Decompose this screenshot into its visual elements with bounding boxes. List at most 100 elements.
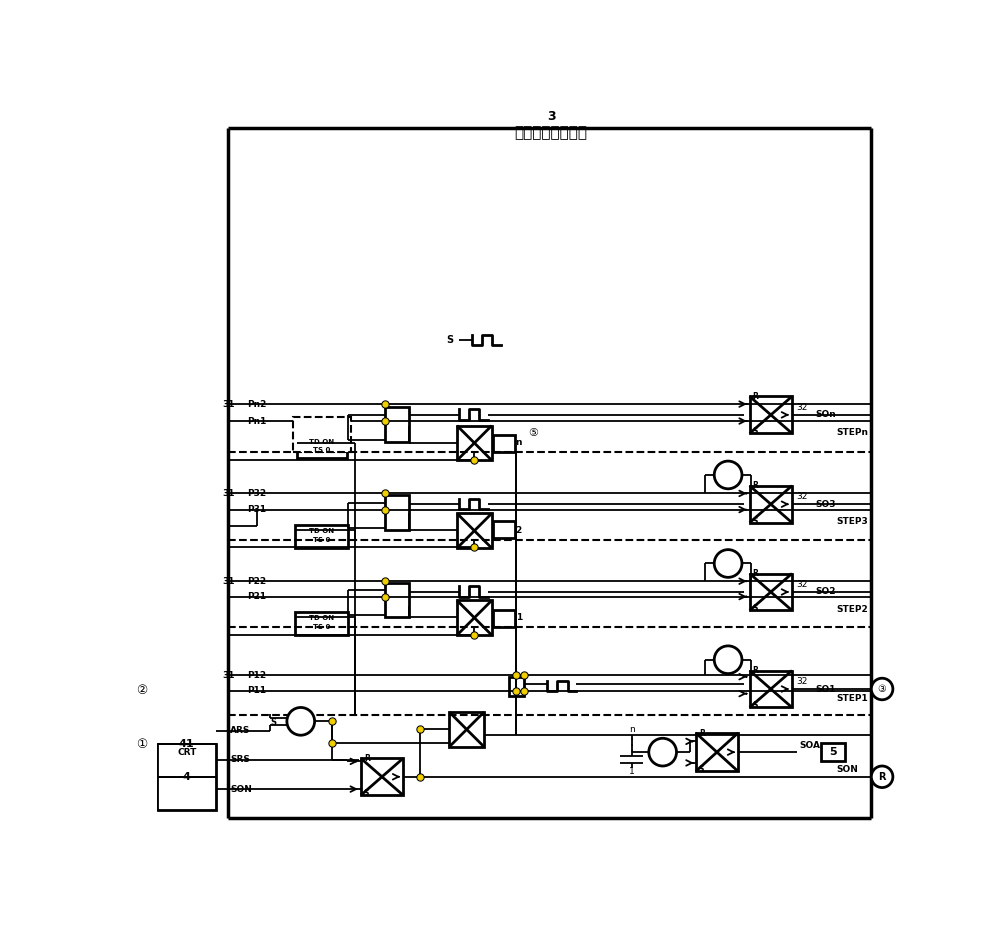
Text: 5: 5 xyxy=(829,747,837,757)
Circle shape xyxy=(871,678,893,700)
Text: P31: P31 xyxy=(247,505,266,514)
Text: TD ON: TD ON xyxy=(309,439,334,445)
Text: 32: 32 xyxy=(796,579,807,589)
Text: TS 0: TS 0 xyxy=(313,447,330,453)
Text: ·: · xyxy=(630,733,634,747)
Text: 32: 32 xyxy=(796,402,807,412)
Bar xyxy=(750,397,792,433)
Text: S: S xyxy=(446,335,453,345)
Text: SO1: SO1 xyxy=(815,685,836,693)
Text: S: S xyxy=(753,605,758,613)
Text: SON: SON xyxy=(230,785,252,793)
Text: STEPn: STEPn xyxy=(836,428,868,437)
Text: S: S xyxy=(699,765,704,774)
Bar xyxy=(385,407,409,442)
Text: R: R xyxy=(878,771,886,782)
Bar xyxy=(385,495,409,529)
Text: SON: SON xyxy=(836,765,858,773)
Text: 2: 2 xyxy=(516,526,522,535)
Text: SOn: SOn xyxy=(815,411,836,419)
Text: 32: 32 xyxy=(796,492,807,501)
Text: n: n xyxy=(629,724,635,734)
Bar xyxy=(158,744,216,777)
Bar xyxy=(449,712,484,747)
Text: TS 0: TS 0 xyxy=(313,624,330,630)
Text: ARS: ARS xyxy=(230,726,250,735)
Text: P21: P21 xyxy=(247,593,266,601)
Bar xyxy=(293,417,351,452)
Bar xyxy=(295,525,348,548)
Text: SOA: SOA xyxy=(800,741,821,751)
Text: Pn2: Pn2 xyxy=(247,399,266,409)
Text: ·: · xyxy=(630,745,634,759)
Circle shape xyxy=(649,739,677,766)
Text: TD ON: TD ON xyxy=(309,615,334,621)
Text: P32: P32 xyxy=(247,489,266,498)
Text: STEP3: STEP3 xyxy=(836,516,868,526)
Text: ·: · xyxy=(630,739,634,753)
Text: R: R xyxy=(753,481,759,491)
Bar xyxy=(457,600,492,635)
Text: 31: 31 xyxy=(223,489,235,498)
Bar xyxy=(750,671,792,707)
Text: 1: 1 xyxy=(629,767,635,776)
Circle shape xyxy=(871,766,893,788)
Text: P11: P11 xyxy=(247,686,266,695)
Text: R: R xyxy=(364,754,370,763)
Text: ③: ③ xyxy=(878,684,886,694)
Text: TD ON: TD ON xyxy=(309,528,334,534)
Text: S: S xyxy=(364,789,369,798)
Circle shape xyxy=(714,461,742,489)
Text: S: S xyxy=(753,516,758,526)
Bar xyxy=(493,609,515,626)
Text: P12: P12 xyxy=(247,671,266,679)
Text: ①: ① xyxy=(136,738,147,751)
Bar xyxy=(385,583,409,617)
Text: 31: 31 xyxy=(223,671,235,679)
Circle shape xyxy=(714,646,742,674)
Text: 31: 31 xyxy=(223,399,235,409)
Text: R: R xyxy=(699,728,705,738)
Text: S: S xyxy=(271,719,277,727)
Bar xyxy=(158,777,216,810)
Bar xyxy=(295,612,348,635)
Text: 顺序控制逻辑电路: 顺序控制逻辑电路 xyxy=(514,124,588,139)
Text: 32: 32 xyxy=(796,676,807,686)
Text: R: R xyxy=(753,666,759,675)
Circle shape xyxy=(714,549,742,577)
Text: ⑤: ⑤ xyxy=(528,428,538,438)
Bar xyxy=(696,733,738,771)
Bar xyxy=(297,436,347,458)
Text: S: S xyxy=(753,702,758,710)
Text: ②: ② xyxy=(136,684,147,697)
Text: SO2: SO2 xyxy=(815,588,836,596)
Bar xyxy=(493,435,515,452)
Text: STEP1: STEP1 xyxy=(836,693,868,703)
Text: n: n xyxy=(516,438,522,447)
Text: SO3: SO3 xyxy=(815,499,836,509)
Text: P22: P22 xyxy=(247,577,266,586)
Text: S: S xyxy=(753,428,758,436)
Bar xyxy=(457,513,492,548)
Bar xyxy=(361,758,403,795)
Bar xyxy=(820,743,845,761)
Text: STEP2: STEP2 xyxy=(836,605,868,614)
Bar xyxy=(493,521,515,538)
Text: SRS: SRS xyxy=(230,755,250,764)
Text: R: R xyxy=(753,392,759,401)
Bar xyxy=(750,574,792,610)
Bar xyxy=(457,426,492,461)
Text: 3: 3 xyxy=(547,110,555,123)
Text: CRT: CRT xyxy=(177,748,196,756)
Text: 31: 31 xyxy=(223,577,235,586)
Circle shape xyxy=(287,707,315,735)
Text: 1: 1 xyxy=(516,613,522,622)
Bar xyxy=(509,677,524,696)
Bar xyxy=(158,744,216,810)
Text: R: R xyxy=(753,569,759,578)
Text: 41: 41 xyxy=(179,739,195,750)
Bar xyxy=(750,486,792,523)
Text: 4: 4 xyxy=(183,771,191,782)
Text: Pn1: Pn1 xyxy=(247,416,266,426)
Text: TS 0: TS 0 xyxy=(313,537,330,543)
